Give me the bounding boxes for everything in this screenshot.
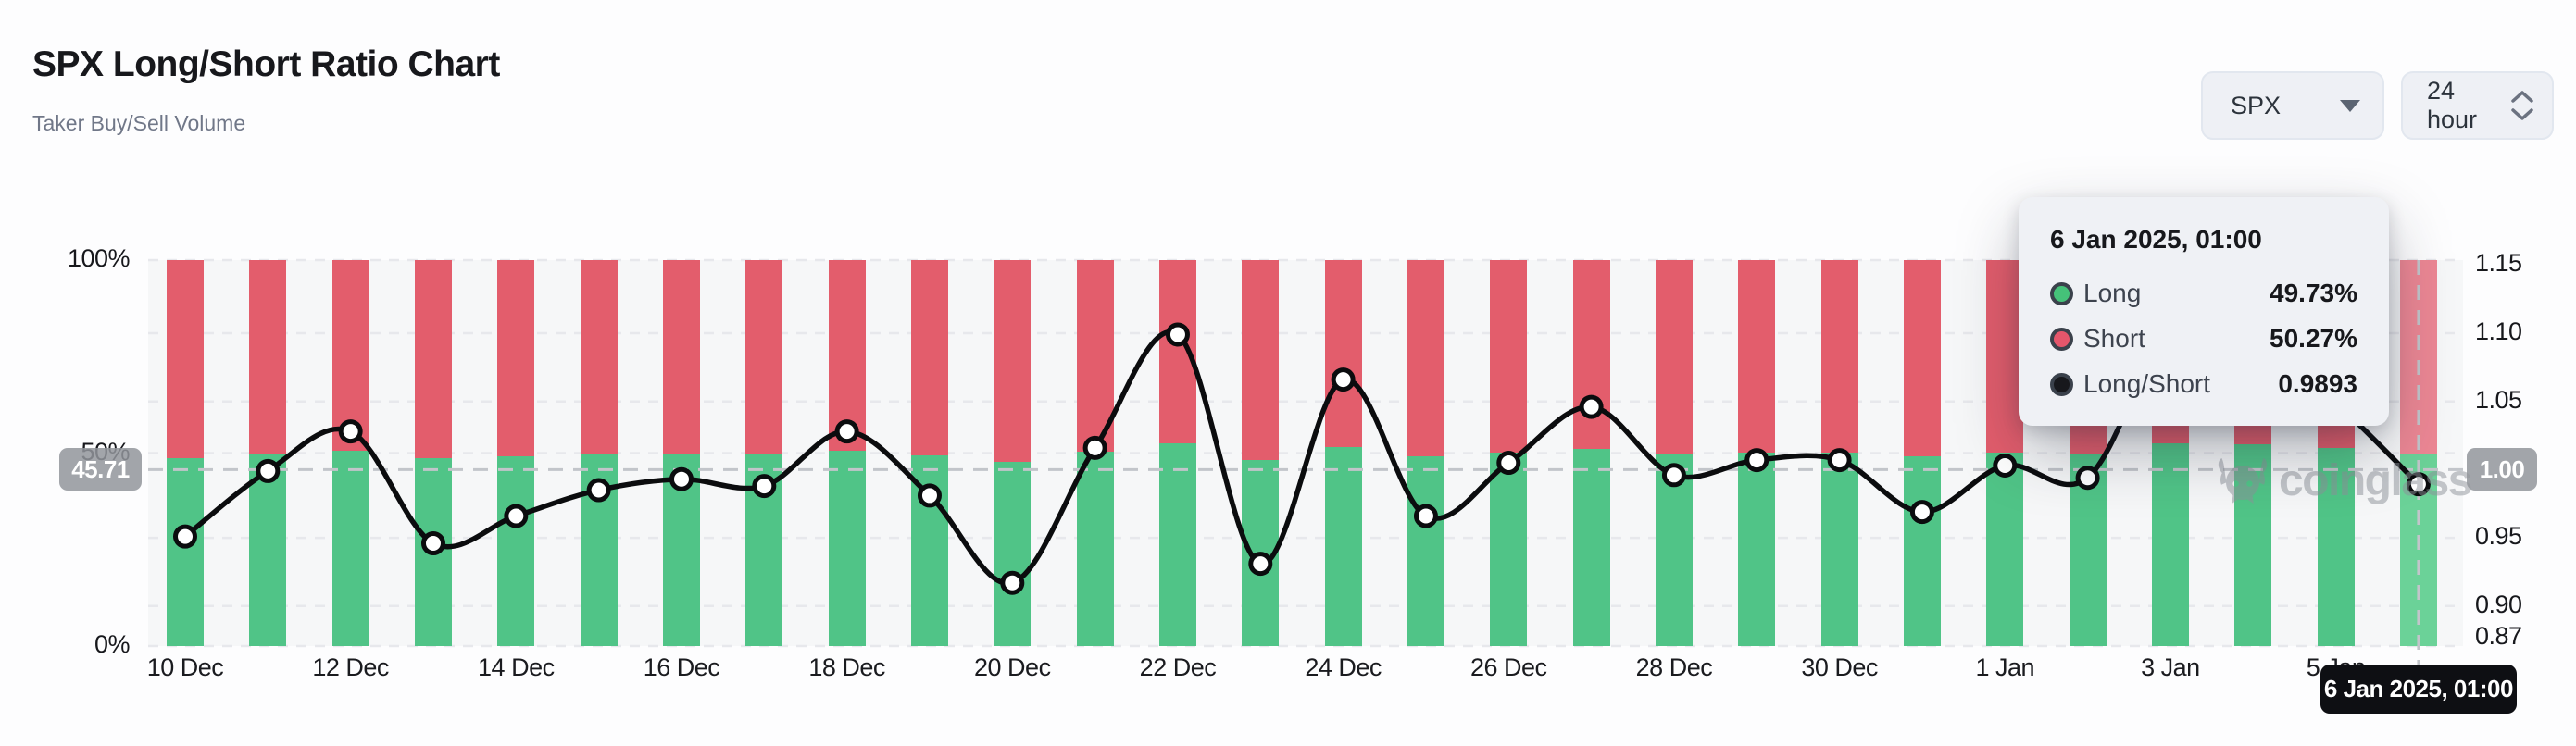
bar-long[interactable] — [1158, 443, 1196, 646]
tooltip-short-label: Short — [2083, 324, 2145, 353]
bar-short[interactable] — [1407, 260, 1444, 457]
ratio-dot-icon — [2050, 372, 2073, 396]
right-axis-tick: 0.95 — [2475, 522, 2522, 551]
bar-short[interactable] — [249, 260, 287, 454]
left-axis-tick: 100% — [67, 244, 131, 272]
bar-long[interactable] — [1572, 448, 1610, 646]
tooltip-row-ratio: Long/Short 0.9893 — [2050, 369, 2357, 399]
long-dot-icon — [2050, 281, 2073, 305]
watermark: coinglass — [2216, 455, 2472, 506]
bar-short[interactable] — [1324, 260, 1362, 447]
bar-short[interactable] — [1738, 260, 1776, 453]
bar-long[interactable] — [1076, 451, 1114, 646]
page-subtitle: Taker Buy/Sell Volume — [32, 111, 246, 135]
symbol-select-value: SPX — [2231, 91, 2282, 119]
x-axis-tick: 26 Dec — [1469, 653, 1547, 681]
x-axis-tick: 14 Dec — [478, 653, 555, 681]
x-axis-tick: 24 Dec — [1305, 653, 1382, 681]
chevron-down-icon — [2340, 99, 2360, 112]
bar-long[interactable] — [1242, 460, 1280, 646]
bar-short[interactable] — [414, 260, 452, 459]
left-axis-tick: 0% — [94, 630, 131, 658]
page-title: SPX Long/Short Ratio Chart — [32, 44, 500, 84]
bar-short[interactable] — [745, 260, 783, 454]
tooltip-row-short: Short 50.27% — [2050, 324, 2357, 354]
x-axis-tick: 1 Jan — [1975, 653, 2035, 681]
bar-short[interactable] — [167, 260, 204, 458]
crosshair-date-badge: 6 Jan 2025, 01:00 — [2320, 665, 2517, 714]
interval-select-value: 24 hour — [2427, 77, 2478, 133]
x-axis-tick: 10 Dec — [146, 653, 224, 681]
interval-select[interactable]: 24 hour — [2401, 71, 2554, 140]
right-axis-tick: 1.15 — [2475, 249, 2522, 278]
x-axis-tick: 22 Dec — [1139, 653, 1217, 681]
bar-short[interactable] — [2399, 260, 2437, 454]
bar-long[interactable] — [1655, 453, 1693, 646]
tooltip-short-value: 50.27% — [2270, 324, 2357, 353]
short-dot-icon — [2050, 327, 2073, 351]
x-axis-tick: 16 Dec — [643, 653, 720, 681]
tooltip-ratio-label: Long/Short — [2083, 369, 2210, 398]
tooltip-long-value: 49.73% — [2270, 279, 2357, 307]
bar-long[interactable] — [249, 453, 287, 646]
right-axis-tick: 1.05 — [2475, 385, 2522, 414]
bar-long[interactable] — [580, 454, 618, 646]
bar-short[interactable] — [994, 260, 1032, 462]
bar-short[interactable] — [497, 260, 535, 457]
x-axis-tick: 20 Dec — [974, 653, 1051, 681]
bar-long[interactable] — [1903, 455, 1941, 646]
x-axis-tick: 12 Dec — [312, 653, 389, 681]
right-axis-tick: 0.90 — [2475, 590, 2522, 618]
bar-long[interactable] — [994, 461, 1032, 646]
x-axis-tick: 28 Dec — [1635, 653, 1713, 681]
bar-long[interactable] — [414, 458, 452, 646]
bar-short[interactable] — [1903, 260, 1941, 456]
bar-short[interactable] — [1490, 260, 1528, 454]
right-axis-tick: 1.10 — [2475, 317, 2522, 345]
bar-short[interactable] — [1572, 260, 1610, 449]
bar-short[interactable] — [1076, 260, 1114, 452]
tooltip-long-label: Long — [2083, 279, 2142, 307]
watermark-text: coinglass — [2279, 456, 2472, 505]
bar-long[interactable] — [1986, 453, 2024, 646]
bar-long[interactable] — [1407, 456, 1444, 646]
bar-long[interactable] — [1820, 452, 1858, 646]
bar-short[interactable] — [662, 260, 700, 454]
bar-short[interactable] — [580, 260, 618, 455]
x-axis-tick: 30 Dec — [1801, 653, 1878, 681]
bar-long[interactable] — [497, 456, 535, 646]
x-axis-tick: 18 Dec — [808, 653, 885, 681]
x-axis-tick: 3 Jan — [2141, 653, 2200, 681]
bar-long[interactable] — [2151, 443, 2189, 646]
bar-short[interactable] — [1655, 260, 1693, 454]
bar-short[interactable] — [1242, 260, 1280, 460]
tooltip-row-long: Long 49.73% — [2050, 279, 2357, 308]
bar-long[interactable] — [828, 450, 866, 646]
tooltip-date: 6 Jan 2025, 01:00 — [2050, 225, 2262, 254]
bar-short[interactable] — [1820, 260, 1858, 453]
crosshair-right-value-badge: 1.00 — [2467, 448, 2537, 491]
bar-long[interactable] — [1324, 446, 1362, 646]
chart-tooltip: 6 Jan 2025, 01:00 Long 49.73% Short 50.2… — [2019, 197, 2389, 426]
tooltip-ratio-value: 0.9893 — [2278, 369, 2357, 398]
bar-long[interactable] — [745, 454, 783, 646]
bar-short[interactable] — [1158, 260, 1196, 444]
up-down-spinner-icon[interactable] — [2509, 90, 2535, 121]
symbol-select[interactable]: SPX — [2201, 71, 2384, 140]
coinglass-bull-icon — [2218, 457, 2268, 504]
bar-short[interactable] — [910, 260, 948, 455]
right-axis-tick: 0.87 — [2475, 622, 2522, 650]
bar-long[interactable] — [662, 454, 700, 646]
bar-short[interactable] — [828, 260, 866, 451]
bar-long[interactable] — [2069, 453, 2107, 646]
bar-long[interactable] — [331, 450, 369, 646]
bar-long[interactable] — [167, 457, 204, 646]
bar-short[interactable] — [331, 260, 369, 451]
bar-long[interactable] — [910, 454, 948, 646]
crosshair-left-value-badge: 45.71 — [59, 448, 142, 491]
bar-long[interactable] — [1738, 452, 1776, 646]
bar-long[interactable] — [1490, 453, 1528, 646]
